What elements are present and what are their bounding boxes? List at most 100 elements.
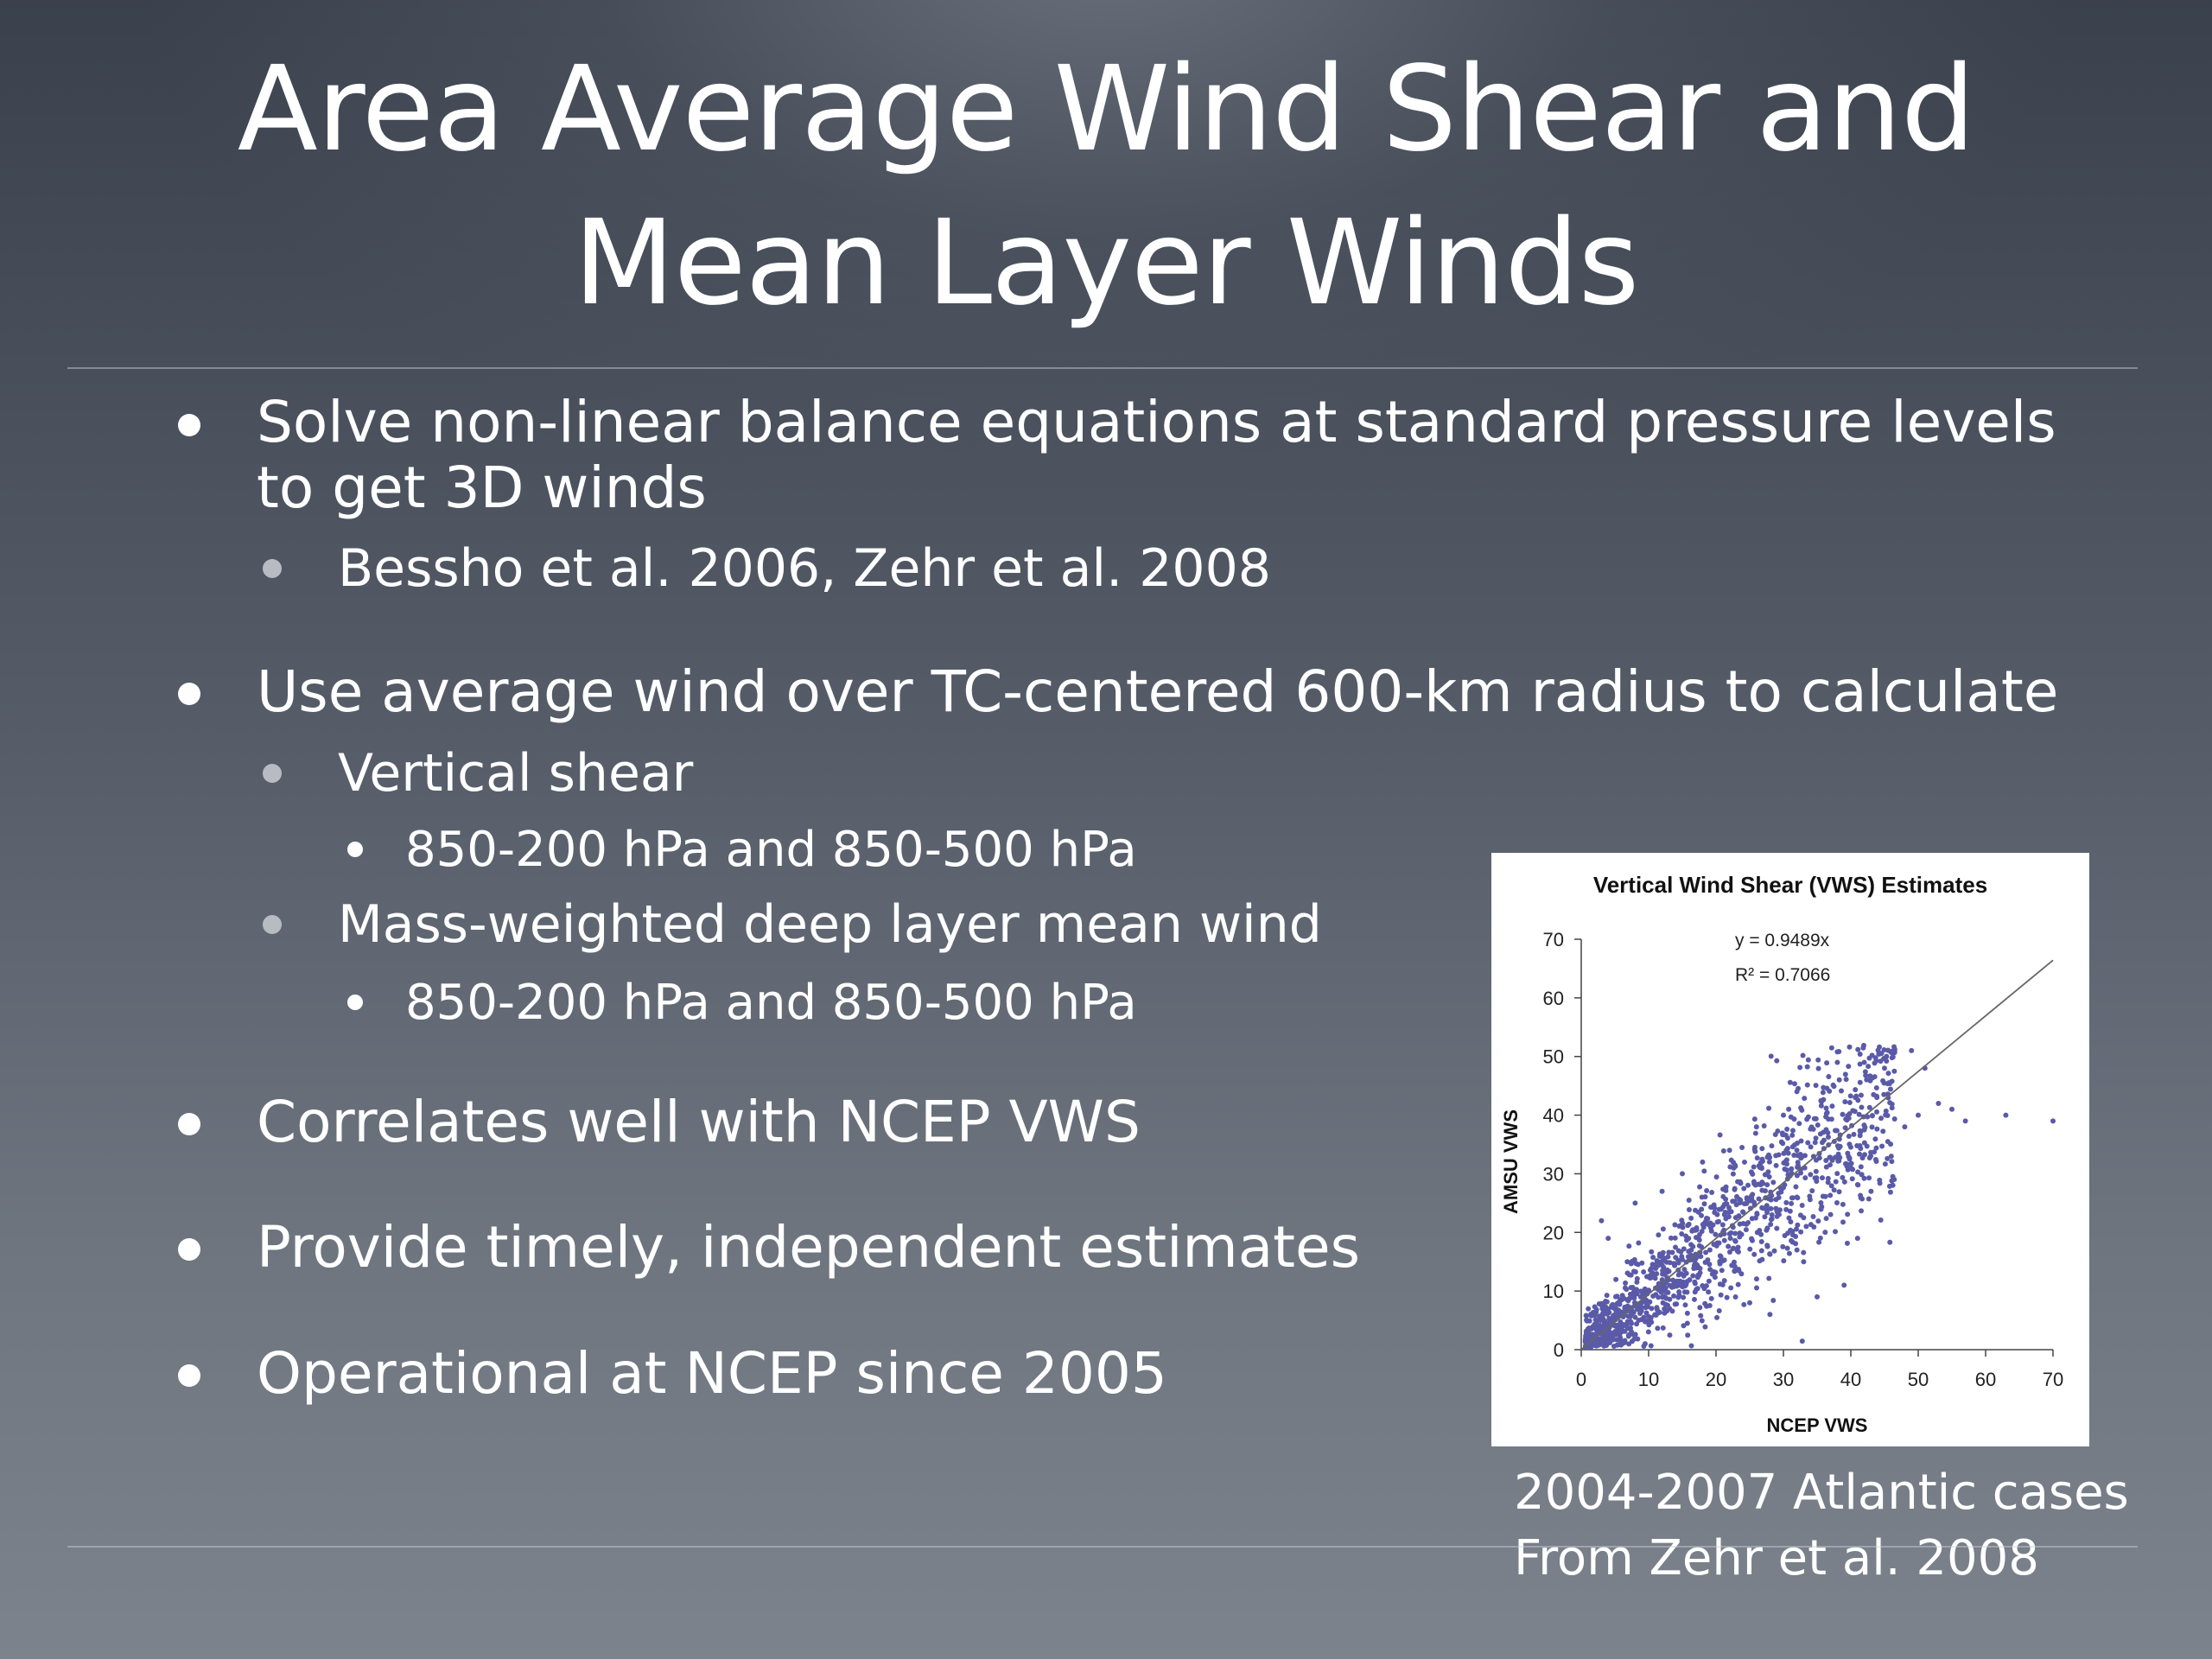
data-point: [1764, 1243, 1770, 1249]
data-point: [1847, 1093, 1853, 1099]
data-point: [1636, 1240, 1642, 1246]
data-point: [1819, 1099, 1825, 1105]
data-point: [1863, 1072, 1869, 1078]
sub-bullet-item: Bessho et al. 2006, Zehr et al. 2008: [338, 538, 1271, 599]
data-point: [1766, 1105, 1772, 1111]
data-point: [1659, 1188, 1665, 1194]
data-point: [1861, 1175, 1867, 1181]
data-point: [1717, 1253, 1723, 1259]
data-point: [1654, 1271, 1660, 1277]
data-point: [1731, 1245, 1737, 1251]
data-point: [1823, 1127, 1829, 1133]
chart-title: Vertical Wind Shear (VWS) Estimates: [1593, 872, 1987, 898]
data-point: [1637, 1310, 1643, 1316]
bullet-item: Operational at NCEP since 2005: [257, 1340, 1167, 1407]
data-point: [1813, 1168, 1819, 1174]
data-point: [1704, 1303, 1710, 1309]
data-point: [1706, 1278, 1712, 1284]
data-point: [1815, 1294, 1820, 1300]
data-point: [1675, 1257, 1681, 1263]
data-point: [1867, 1073, 1873, 1079]
data-point: [1857, 1061, 1863, 1067]
data-point: [1759, 1256, 1765, 1262]
data-point: [1673, 1244, 1679, 1250]
data-point: [1724, 1294, 1730, 1300]
data-point: [1840, 1201, 1846, 1207]
data-point: [1740, 1209, 1746, 1215]
data-point: [1841, 1282, 1847, 1288]
data-point: [1761, 1123, 1767, 1129]
data-point: [1699, 1229, 1705, 1235]
data-point: [1783, 1147, 1789, 1154]
data-point: [1744, 1200, 1750, 1206]
data-point: [1634, 1275, 1640, 1281]
data-point: [1592, 1321, 1598, 1327]
data-point: [1794, 1089, 1800, 1095]
data-point: [1600, 1338, 1606, 1344]
data-point: [1728, 1230, 1734, 1236]
data-point: [1646, 1287, 1652, 1294]
data-point: [1888, 1049, 1894, 1055]
data-point: [1846, 1133, 1852, 1139]
data-point: [1835, 1158, 1841, 1164]
sub-bullet-dot: [263, 559, 282, 578]
data-point: [1684, 1320, 1690, 1326]
data-point: [1788, 1114, 1794, 1120]
data-point: [1804, 1082, 1810, 1088]
data-point: [1683, 1281, 1689, 1287]
data-point: [1862, 1069, 1868, 1075]
data-point: [1874, 1126, 1880, 1132]
data-point: [1586, 1327, 1592, 1333]
data-point: [1686, 1221, 1692, 1227]
bullet-dot: [178, 1113, 200, 1135]
data-point: [1735, 1281, 1741, 1287]
data-point: [1809, 1188, 1815, 1194]
data-point: [1730, 1171, 1736, 1177]
data-point: [1825, 1179, 1831, 1185]
data-point: [1714, 1314, 1720, 1320]
data-point: [1885, 1155, 1891, 1161]
data-point: [1732, 1230, 1738, 1236]
data-point: [1855, 1046, 1861, 1052]
data-point: [1825, 1135, 1831, 1141]
data-point: [1801, 1259, 1807, 1265]
data-point: [1842, 1125, 1848, 1131]
data-point: [1628, 1285, 1634, 1291]
data-point: [1696, 1237, 1702, 1243]
x-tick-label: 30: [1773, 1369, 1794, 1390]
data-point: [1787, 1208, 1793, 1214]
data-point: [1853, 1087, 1859, 1093]
data-point: [1836, 1189, 1842, 1195]
data-point: [1700, 1159, 1706, 1165]
data-point: [1774, 1058, 1780, 1064]
data-point: [1827, 1088, 1833, 1094]
data-point: [1683, 1233, 1689, 1239]
data-point: [1714, 1219, 1720, 1225]
data-point: [1622, 1285, 1628, 1291]
data-point: [1834, 1049, 1840, 1055]
bullet-continuation: to get 3D winds: [257, 454, 707, 521]
data-point: [1889, 1101, 1895, 1107]
data-point: [1876, 1051, 1882, 1057]
data-point: [1720, 1148, 1726, 1154]
data-point: [1789, 1144, 1796, 1150]
data-point: [1741, 1301, 1747, 1307]
data-point: [1728, 1285, 1734, 1291]
data-point: [1874, 1095, 1880, 1101]
data-point: [1649, 1262, 1656, 1268]
data-point: [1645, 1329, 1651, 1335]
data-point: [1861, 1127, 1867, 1133]
data-point: [1774, 1225, 1780, 1231]
data-point: [1765, 1196, 1771, 1202]
data-point: [1771, 1248, 1777, 1254]
data-point: [1586, 1318, 1592, 1324]
trendline: [1580, 959, 2054, 1351]
data-point: [1623, 1280, 1629, 1286]
data-point: [1664, 1267, 1670, 1273]
data-point: [1692, 1227, 1698, 1233]
sub-sub-bullet-item: 850-200 hPa and 850-500 hPa: [405, 822, 1137, 878]
data-point: [1797, 1065, 1803, 1071]
bullet-dot: [178, 1364, 200, 1387]
data-point: [1764, 1172, 1770, 1178]
sub-sub-bullet-dot: [347, 995, 363, 1010]
